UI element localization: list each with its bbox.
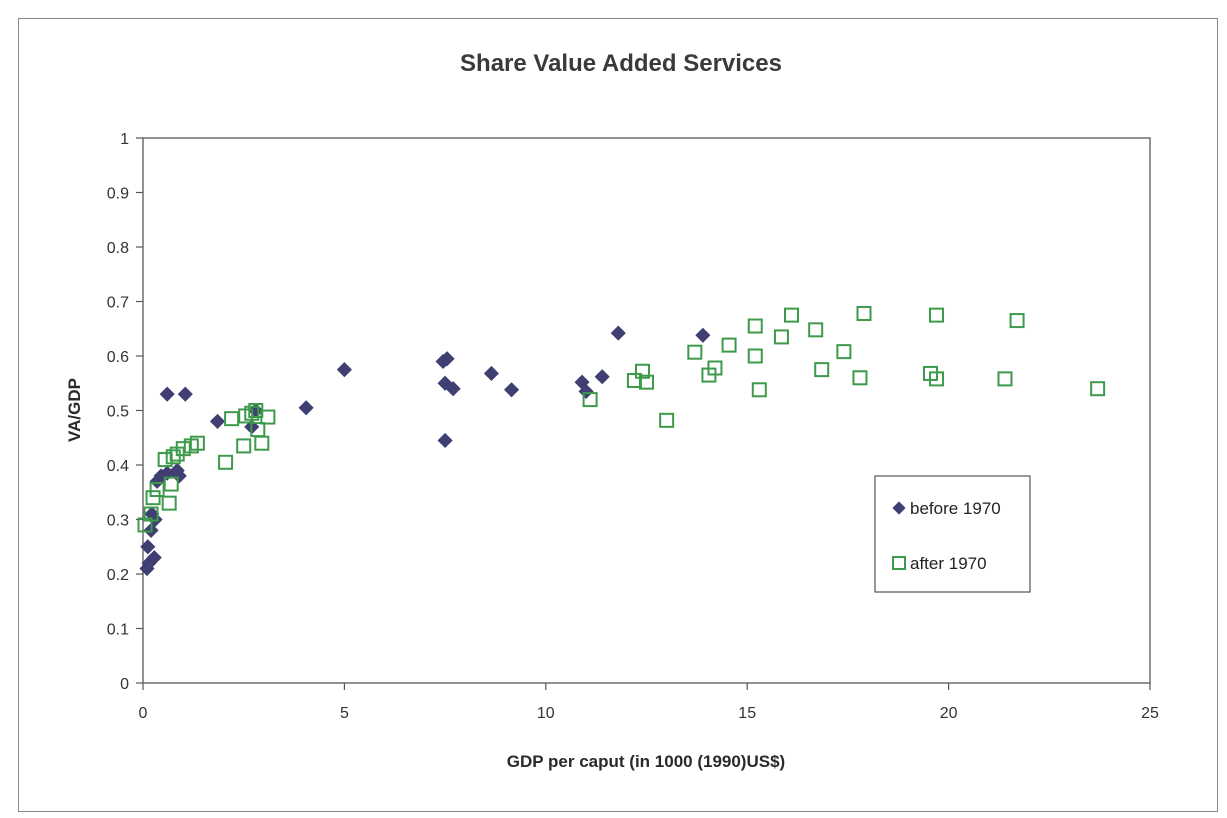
data-point — [707, 360, 723, 376]
data-point — [1009, 313, 1025, 329]
series-after-1970 — [137, 305, 1106, 533]
data-point — [439, 351, 455, 367]
x-tick-label: 15 — [738, 705, 756, 722]
y-tick-label: 0.2 — [107, 567, 129, 584]
data-point — [140, 539, 156, 555]
data-point — [189, 435, 205, 451]
data-point — [146, 550, 162, 566]
y-tick-label: 0.3 — [107, 513, 129, 530]
data-point — [751, 382, 767, 398]
data-point — [171, 468, 187, 484]
y-tick-label: 0.5 — [107, 404, 129, 421]
data-point — [814, 362, 830, 378]
x-tick-label: 5 — [340, 705, 349, 722]
data-point — [260, 409, 276, 425]
x-tick-label: 10 — [537, 705, 555, 722]
y-axis-ticks: 0 0.1 0.2 0.3 0.4 0.5 0.6 0.7 0.8 0.9 1 — [107, 131, 143, 693]
data-point — [695, 327, 711, 343]
data-point — [445, 381, 461, 397]
data-point — [503, 382, 520, 398]
legend-label: after 1970 — [910, 554, 987, 573]
data-point — [175, 441, 191, 457]
data-point — [856, 305, 872, 321]
data-point — [177, 386, 193, 402]
data-point — [483, 365, 499, 382]
data-point — [997, 371, 1013, 387]
data-point — [244, 405, 260, 421]
legend-label: before 1970 — [910, 499, 1001, 518]
legend-box — [874, 475, 1031, 593]
data-point — [929, 307, 945, 323]
data-point — [1090, 381, 1106, 397]
plot-area — [142, 137, 1151, 684]
data-point — [639, 374, 654, 390]
data-point — [143, 506, 159, 522]
y-tick-label: 0.4 — [107, 458, 129, 475]
data-point — [594, 369, 610, 385]
y-tick-label: 0 — [120, 676, 129, 693]
data-point — [808, 322, 824, 338]
data-point — [747, 318, 763, 334]
data-point — [836, 344, 852, 360]
data-point — [159, 386, 175, 402]
x-axis-ticks: 0 5 10 15 20 25 — [139, 683, 1159, 722]
data-point — [145, 490, 161, 506]
x-axis-label: GDP per caput (in 1000 (1990)US$) — [507, 752, 785, 771]
y-tick-label: 0.7 — [107, 295, 129, 312]
x-tick-label: 0 — [139, 705, 148, 722]
data-point — [784, 307, 800, 323]
y-axis-label: VA/GDP — [65, 378, 84, 442]
chart-title: Share Value Added Services — [460, 50, 782, 77]
y-tick-label: 0.9 — [107, 186, 129, 203]
data-point — [610, 325, 626, 341]
x-tick-label: 20 — [940, 705, 958, 722]
data-point — [773, 329, 789, 345]
data-point — [687, 344, 703, 360]
data-point — [578, 383, 594, 399]
x-tick-label: 25 — [1141, 705, 1159, 722]
data-point — [437, 432, 453, 449]
data-point — [254, 435, 270, 451]
y-tick-label: 0.6 — [107, 349, 129, 366]
data-point — [163, 476, 179, 492]
legend-marker — [892, 501, 906, 515]
data-point — [236, 438, 252, 454]
y-tick-label: 1 — [120, 131, 129, 148]
series-layer — [137, 305, 1106, 577]
data-point — [298, 400, 314, 416]
data-point — [218, 454, 234, 470]
data-point — [634, 363, 650, 379]
legend-marker — [892, 556, 906, 570]
data-point — [336, 362, 352, 378]
data-point — [721, 337, 737, 353]
data-point — [582, 392, 598, 408]
legend: before 1970 after 1970 — [874, 475, 1031, 593]
y-tick-label: 0.8 — [107, 240, 129, 257]
data-point — [852, 370, 868, 386]
y-tick-label: 0.1 — [107, 622, 129, 639]
data-point — [929, 371, 945, 387]
data-point — [659, 412, 675, 428]
data-point — [149, 482, 165, 498]
data-point — [747, 348, 763, 364]
data-point — [209, 413, 226, 429]
data-point — [161, 495, 177, 511]
data-point — [165, 449, 181, 465]
data-point — [224, 411, 240, 427]
